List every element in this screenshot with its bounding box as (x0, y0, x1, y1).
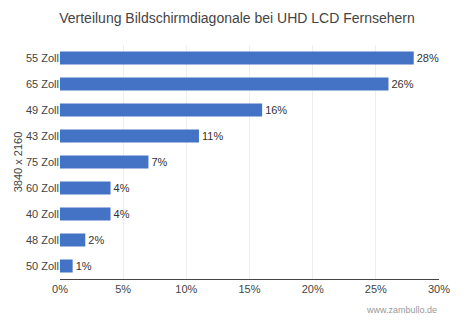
svg-text:11%: 11% (202, 130, 223, 142)
svg-text:4%: 4% (114, 182, 130, 194)
svg-text:30%: 30% (428, 283, 450, 295)
svg-text:26%: 26% (391, 78, 413, 90)
svg-text:75 Zoll: 75 Zoll (26, 156, 59, 168)
svg-text:28%: 28% (417, 52, 439, 64)
svg-text:2%: 2% (88, 234, 104, 246)
svg-text:60 Zoll: 60 Zoll (26, 182, 59, 194)
svg-text:3840 x 2160: 3840 x 2160 (12, 132, 24, 193)
svg-text:www.zambullo.de: www.zambullo.de (366, 305, 437, 315)
svg-text:7%: 7% (151, 156, 167, 168)
svg-text:25%: 25% (365, 283, 387, 295)
svg-text:55 Zoll: 55 Zoll (26, 52, 59, 64)
svg-text:15%: 15% (238, 283, 260, 295)
svg-text:43 Zoll: 43 Zoll (26, 130, 59, 142)
svg-text:40 Zoll: 40 Zoll (26, 208, 59, 220)
svg-text:65 Zoll: 65 Zoll (26, 78, 59, 90)
svg-text:20%: 20% (302, 283, 324, 295)
svg-text:4%: 4% (114, 208, 130, 220)
svg-text:49 Zoll: 49 Zoll (26, 104, 59, 116)
svg-text:50 Zoll: 50 Zoll (26, 260, 59, 272)
svg-text:Verteilung Bildschirmdiagonale: Verteilung Bildschirmdiagonale bei UHD L… (59, 10, 415, 26)
svg-text:16%: 16% (265, 104, 287, 116)
svg-text:10%: 10% (175, 283, 197, 295)
svg-text:5%: 5% (115, 283, 131, 295)
svg-text:0%: 0% (52, 283, 68, 295)
svg-text:1%: 1% (76, 260, 92, 272)
svg-text:48 Zoll: 48 Zoll (26, 234, 59, 246)
